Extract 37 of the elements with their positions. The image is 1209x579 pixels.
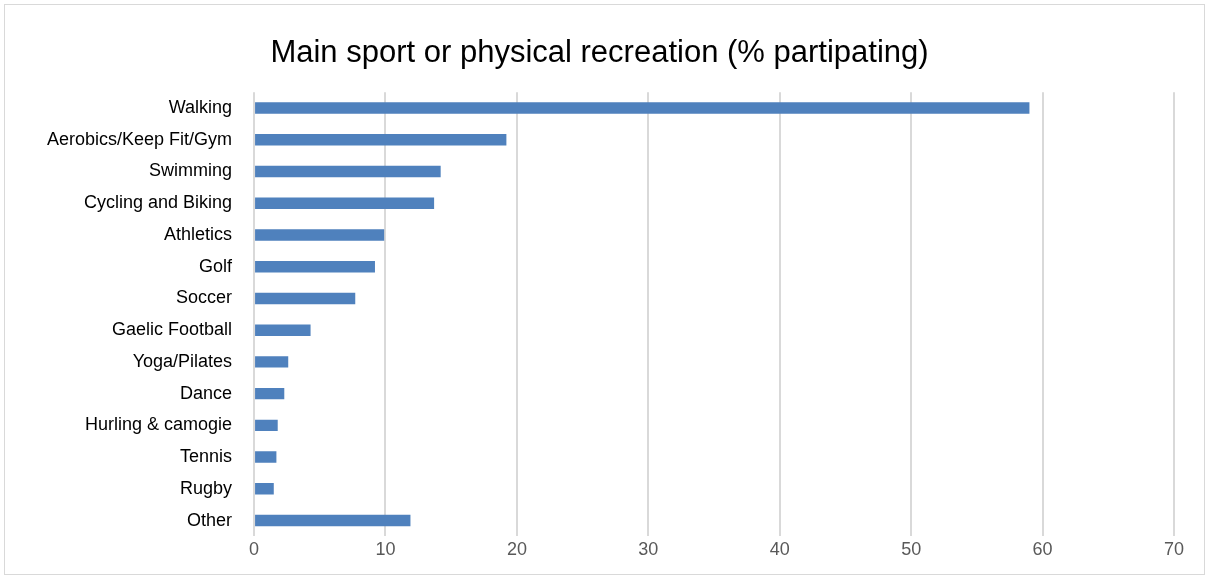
x-tick-label: 10	[375, 539, 396, 560]
x-tick-label: 0	[249, 539, 260, 560]
x-tick-label: 70	[1163, 539, 1185, 560]
bar	[255, 387, 285, 400]
x-tick-label: 40	[769, 539, 790, 560]
y-tick-label: Gaelic Football	[112, 319, 233, 340]
bar	[255, 419, 278, 432]
y-tick-label: Athletics	[164, 223, 233, 244]
y-tick-label: Other	[187, 509, 233, 530]
chart-title: Main sport or physical recreation (% partipating)	[270, 34, 929, 70]
x-tick-label: 20	[506, 539, 527, 560]
bar	[255, 197, 435, 209]
bar	[255, 483, 274, 495]
bar	[255, 261, 375, 273]
bar	[255, 102, 1030, 114]
y-tick-label: Aerobics/Keep Fit/Gym	[47, 128, 233, 149]
bar	[255, 324, 311, 336]
y-tick-label: Cycling and Biking	[83, 192, 233, 213]
y-tick-label: Yoga/Pilates	[132, 350, 233, 371]
y-tick-label: Hurling & camogie	[84, 414, 233, 435]
y-tick-label: Swimming	[149, 160, 233, 181]
bar	[255, 229, 385, 241]
x-tick-label: 30	[638, 539, 659, 560]
y-tick-label: Walking	[168, 97, 233, 118]
y-tick-label: Dance	[180, 382, 233, 403]
y-tick-label: Rugby	[180, 477, 233, 498]
y-tick-label: Golf	[199, 255, 234, 276]
x-tick-label: 50	[901, 539, 922, 560]
bar	[255, 451, 277, 463]
bar	[255, 165, 441, 178]
bar	[255, 292, 356, 305]
bar	[255, 356, 289, 368]
bar	[255, 134, 507, 146]
x-tick-label: 60	[1032, 539, 1053, 560]
bar	[255, 514, 411, 527]
y-tick-label: Tennis	[180, 446, 233, 467]
y-tick-label: Soccer	[176, 287, 233, 308]
